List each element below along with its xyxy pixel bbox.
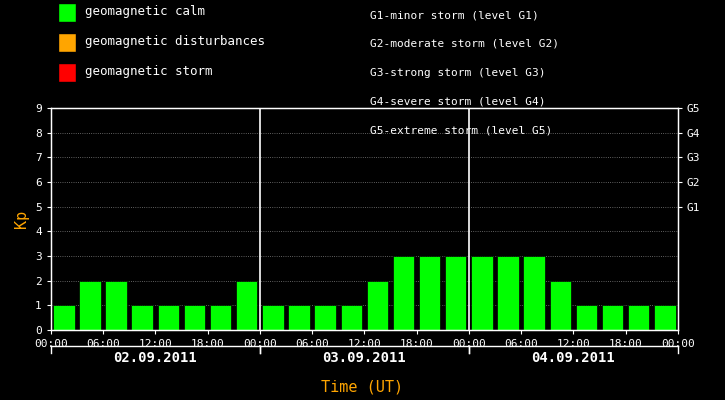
- Text: 02.09.2011: 02.09.2011: [113, 351, 197, 365]
- Text: G3-strong storm (level G3): G3-strong storm (level G3): [370, 68, 545, 78]
- Bar: [79, 281, 101, 330]
- Bar: [654, 305, 676, 330]
- Bar: [262, 305, 283, 330]
- Text: geomagnetic storm: geomagnetic storm: [85, 66, 212, 78]
- Bar: [53, 305, 75, 330]
- Bar: [445, 256, 466, 330]
- Text: G5-extreme storm (level G5): G5-extreme storm (level G5): [370, 125, 552, 135]
- Bar: [393, 256, 414, 330]
- Bar: [157, 305, 179, 330]
- Bar: [497, 256, 519, 330]
- Bar: [602, 305, 624, 330]
- Bar: [550, 281, 571, 330]
- Bar: [183, 305, 205, 330]
- Bar: [471, 256, 492, 330]
- Text: 03.09.2011: 03.09.2011: [323, 351, 406, 365]
- Bar: [341, 305, 362, 330]
- Bar: [576, 305, 597, 330]
- Text: geomagnetic calm: geomagnetic calm: [85, 6, 205, 18]
- Text: G1-minor storm (level G1): G1-minor storm (level G1): [370, 10, 539, 20]
- Bar: [523, 256, 545, 330]
- Y-axis label: Kp: Kp: [14, 210, 30, 228]
- Bar: [367, 281, 388, 330]
- Text: 04.09.2011: 04.09.2011: [531, 351, 616, 365]
- Text: G2-moderate storm (level G2): G2-moderate storm (level G2): [370, 39, 559, 49]
- Bar: [315, 305, 336, 330]
- Text: Time (UT): Time (UT): [321, 379, 404, 394]
- Bar: [289, 305, 310, 330]
- Bar: [131, 305, 153, 330]
- Bar: [105, 281, 127, 330]
- Text: geomagnetic disturbances: geomagnetic disturbances: [85, 36, 265, 48]
- Bar: [419, 256, 440, 330]
- Text: G4-severe storm (level G4): G4-severe storm (level G4): [370, 96, 545, 106]
- Bar: [236, 281, 257, 330]
- Bar: [628, 305, 650, 330]
- Bar: [210, 305, 231, 330]
